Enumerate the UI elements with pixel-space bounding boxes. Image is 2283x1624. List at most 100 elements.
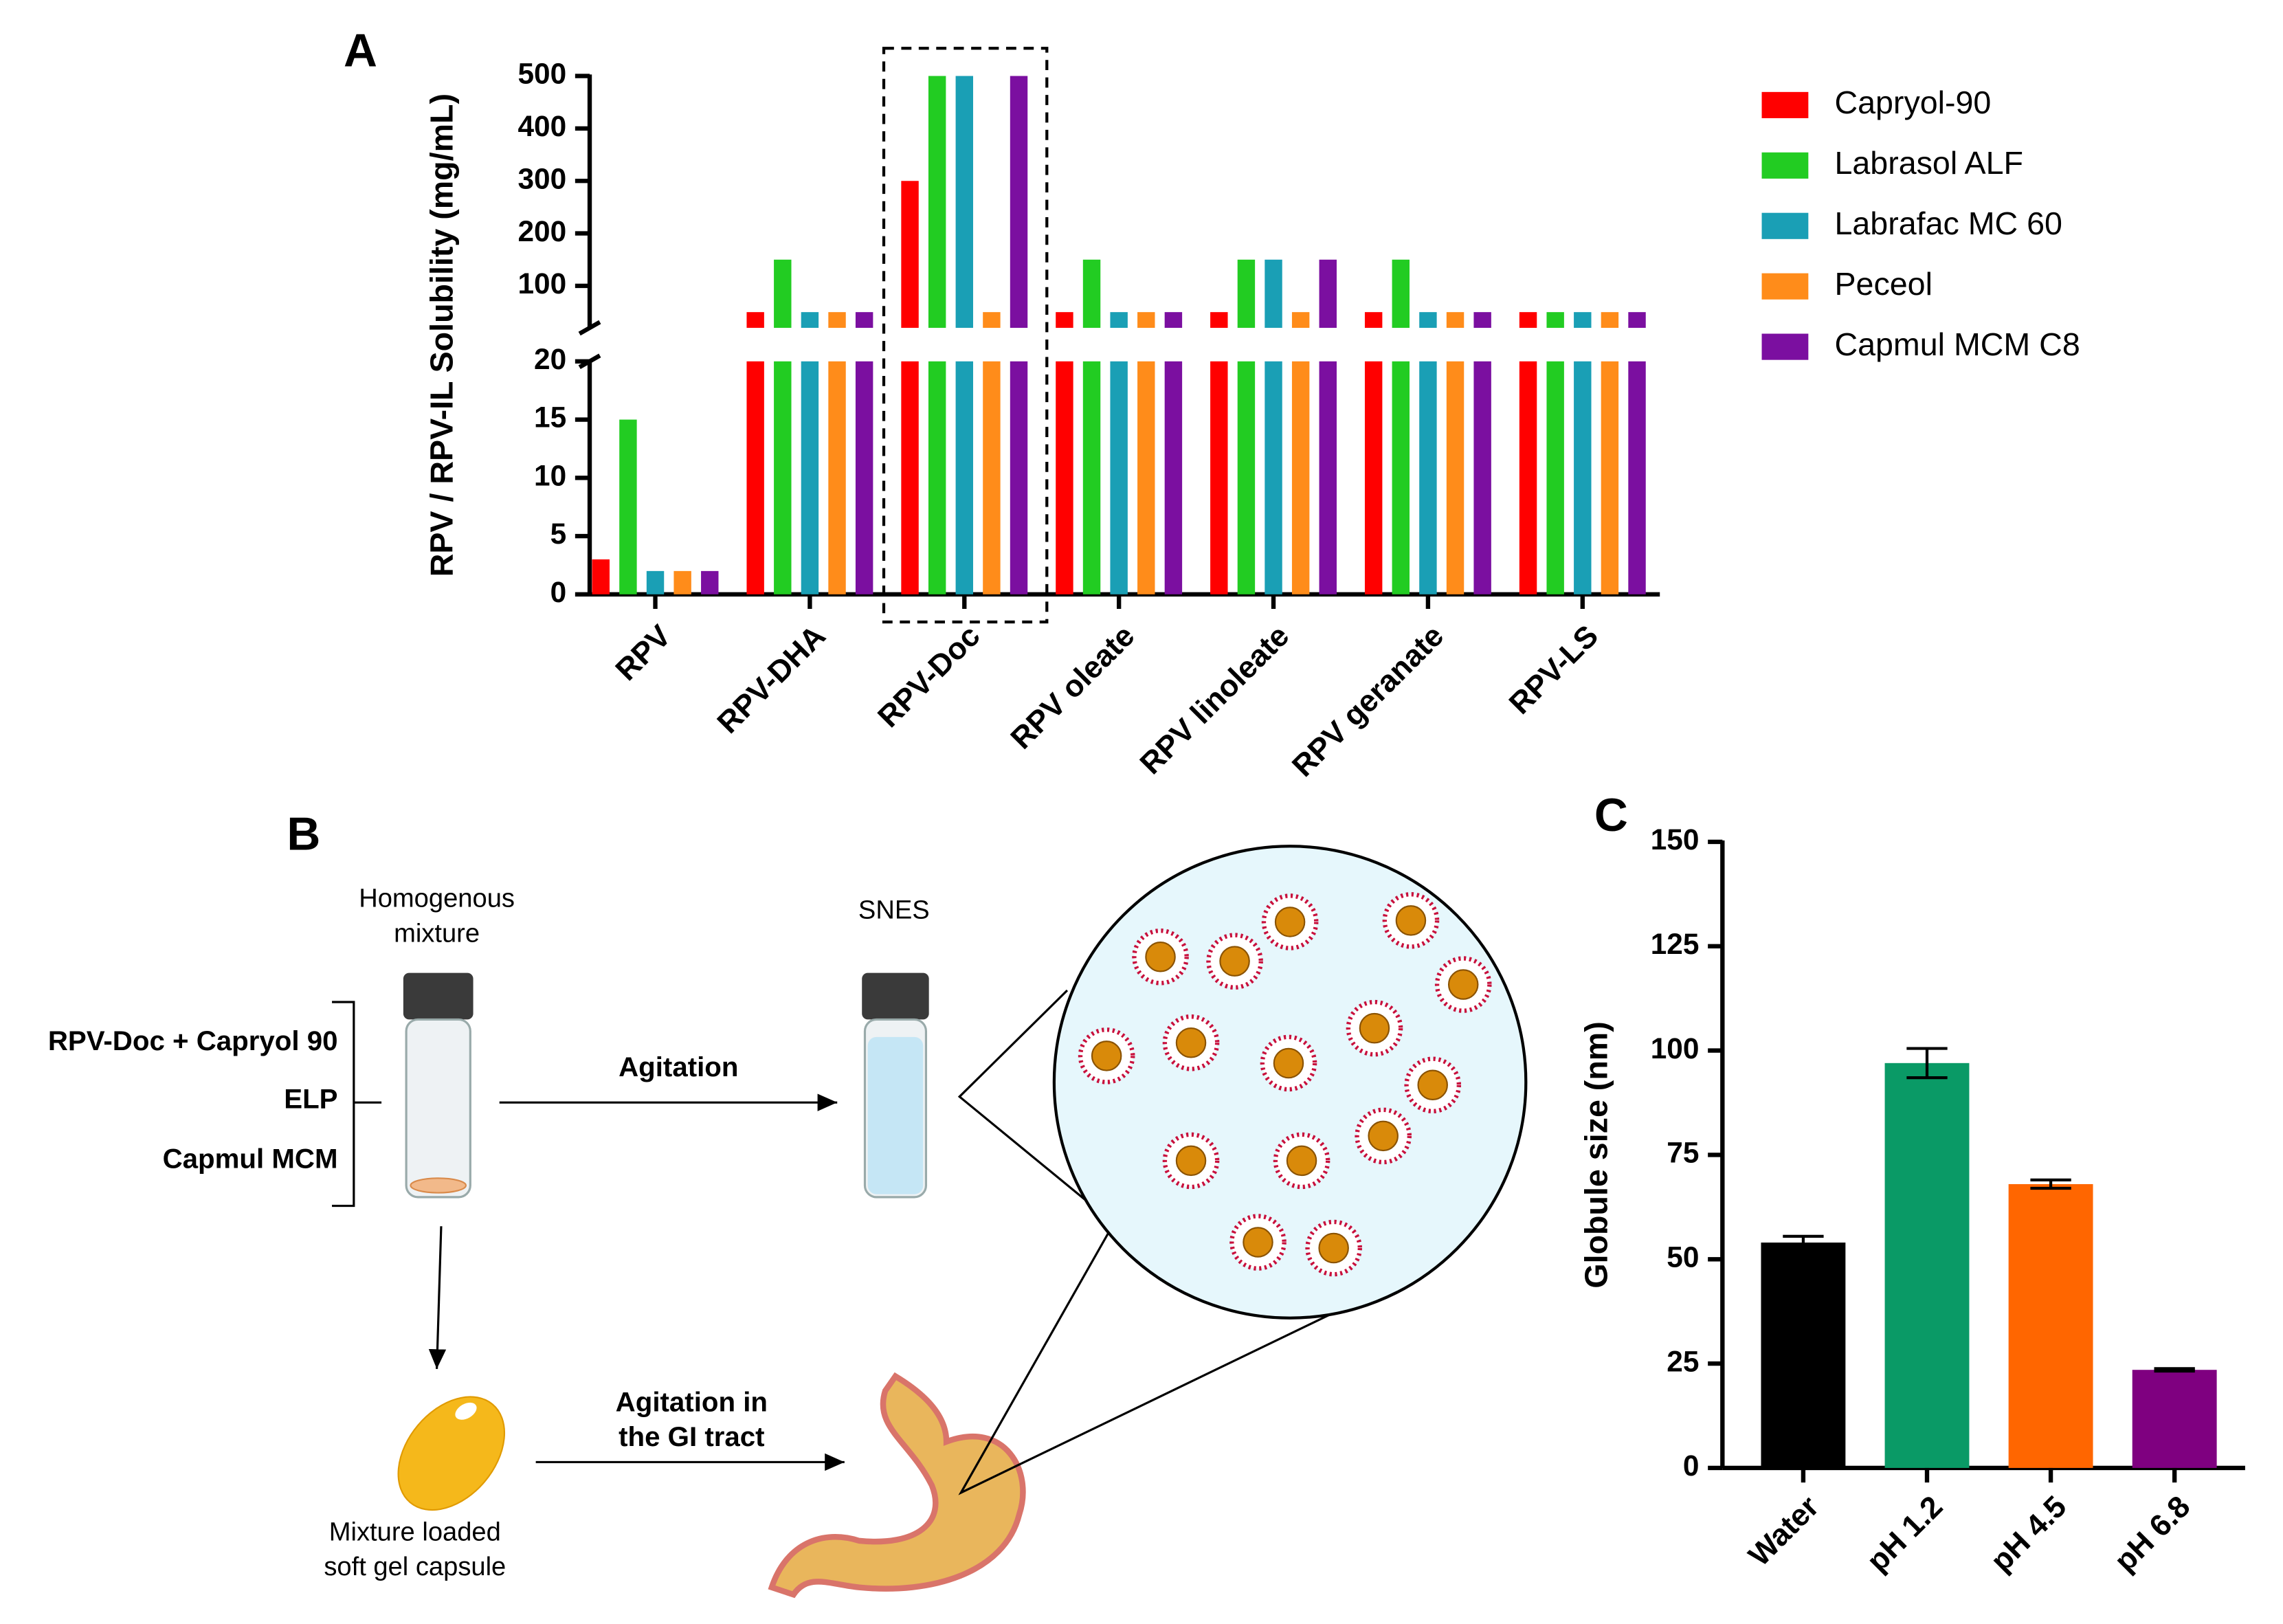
y-tick-label: 10: [534, 459, 566, 491]
y-tick-label: 20: [534, 343, 566, 375]
capsule: [397, 1396, 506, 1511]
x-tick-label: RPV geranate: [1286, 619, 1450, 783]
bar: [1164, 312, 1183, 329]
y-tick-label: 500: [517, 58, 566, 90]
bracket: [332, 1001, 382, 1208]
y-tick-label: 100: [1651, 1032, 1700, 1065]
bar: [1392, 361, 1410, 594]
legend-label: Labrasol ALF: [1834, 145, 2023, 181]
error-bar: [2154, 1367, 2195, 1373]
micelle-core: [1243, 1227, 1273, 1258]
bar: [1137, 312, 1155, 329]
mixture-label: mixture: [394, 919, 480, 948]
bar: [801, 312, 819, 329]
micelle-core: [1368, 1120, 1399, 1152]
micelle-core: [1145, 942, 1176, 972]
y-tick-label: 15: [534, 401, 566, 434]
bar: [1137, 361, 1155, 594]
vial-cap: [862, 972, 929, 1020]
bar: [1110, 312, 1128, 329]
stomach: [768, 1372, 1026, 1599]
bar: [1237, 361, 1256, 594]
bar: [1519, 312, 1537, 329]
legend-label: Peceol: [1834, 266, 1932, 302]
x-tick-label: Water: [1742, 1490, 1825, 1573]
bar: [1628, 361, 1646, 594]
x-tick-label: RPV-Doc: [871, 619, 986, 734]
legend-swatch: [1761, 333, 1809, 360]
component-label: ELP: [284, 1084, 337, 1115]
bar: [1319, 259, 1337, 329]
vial-liquid: [867, 1036, 924, 1194]
bar: [646, 570, 665, 594]
arrow: [428, 1226, 447, 1369]
bar: [1265, 259, 1282, 329]
bar: [1761, 1242, 1846, 1468]
agitation-gi-label: the GI tract: [619, 1421, 764, 1452]
bar: [828, 361, 846, 594]
bar: [1419, 361, 1437, 594]
bar: [1574, 361, 1592, 594]
bar: [801, 361, 819, 594]
legend-label: Capryol-90: [1834, 85, 1991, 120]
bar: [619, 419, 637, 594]
y-tick-label: 5: [550, 518, 567, 550]
bar: [1110, 361, 1128, 594]
y-tick-label: 100: [517, 267, 566, 300]
micelle-core: [1359, 1012, 1390, 1044]
y-axis-title: Globule size (nm): [1579, 1021, 1614, 1288]
error-bar: [1783, 1234, 1824, 1251]
bar: [1473, 361, 1491, 594]
legend-swatch: [1761, 273, 1809, 300]
bar: [1546, 361, 1564, 594]
x-tick-label: RPV-LS: [1503, 619, 1605, 721]
component-label: Capmul MCM: [163, 1144, 338, 1175]
panel-label: A: [344, 25, 377, 77]
micelle-core: [1091, 1041, 1122, 1071]
micelles: [1078, 892, 1492, 1277]
vial-cap: [403, 972, 474, 1020]
bar: [1265, 361, 1282, 594]
bar: [1628, 312, 1646, 329]
bar: [1210, 312, 1228, 329]
bar: [1546, 312, 1564, 329]
bar: [928, 76, 946, 329]
vial: [405, 1018, 471, 1199]
legend-label: Capmul MCM C8: [1834, 326, 2080, 362]
vial-layer: [410, 1177, 467, 1194]
bar: [1010, 361, 1028, 594]
micelle-core: [1286, 1145, 1317, 1177]
bar: [673, 570, 691, 594]
y-axis-title: RPV / RPV-IL Solubility (mg/mL): [423, 93, 459, 577]
micelle-core: [1175, 1027, 1207, 1058]
micelle-core: [1273, 1047, 1304, 1079]
y-tick-label: 75: [1667, 1137, 1699, 1169]
x-tick-label: RPV-DHA: [711, 619, 832, 740]
bar: [1082, 259, 1101, 329]
bar: [1056, 361, 1073, 594]
bar: [1446, 312, 1465, 329]
y-tick-label: 25: [1667, 1345, 1699, 1377]
x-tick-label: pH 1.2: [1860, 1490, 1949, 1579]
bar: [855, 312, 873, 329]
bar: [1010, 76, 1028, 329]
bar: [2008, 1183, 2093, 1468]
bar: [901, 361, 919, 594]
micelle-core: [1219, 946, 1250, 977]
bar: [1237, 259, 1256, 329]
bar: [746, 361, 764, 594]
error-bar: [2030, 1178, 2071, 1190]
capsule-label: Mixture loaded: [329, 1517, 501, 1546]
bar: [1082, 361, 1101, 594]
bar: [983, 361, 1001, 594]
bar: [1364, 312, 1383, 329]
capsule-label: soft gel capsule: [324, 1552, 506, 1581]
panel-label: B: [287, 808, 320, 860]
bar: [1164, 361, 1183, 594]
micelle-core: [1395, 905, 1427, 936]
y-tick-label: 300: [517, 162, 566, 194]
legend-label: Labrafac MC 60: [1834, 205, 2062, 241]
x-tick-label: pH 6.8: [2108, 1490, 2196, 1579]
bar: [1210, 361, 1228, 594]
bar: [1601, 312, 1619, 329]
